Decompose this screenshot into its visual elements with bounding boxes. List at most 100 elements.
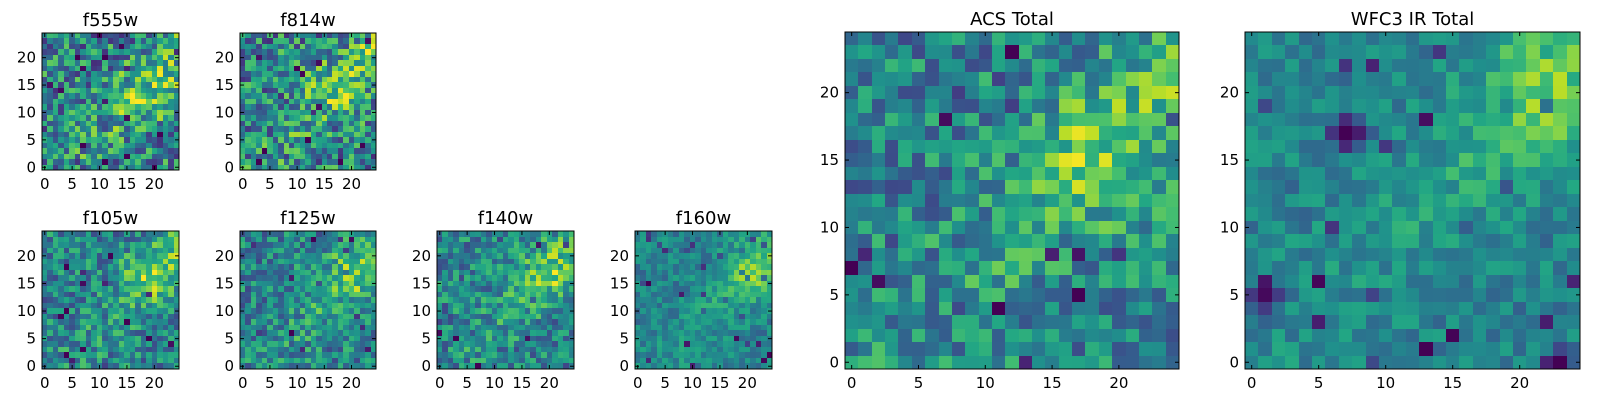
heatmap-cell [1473, 234, 1486, 248]
heatmap-cell [646, 358, 651, 363]
heatmap-cell [1486, 302, 1500, 315]
heatmap-cell [113, 275, 119, 281]
heatmap-cell [316, 132, 322, 137]
heatmap-cell [1285, 315, 1299, 329]
heatmap-cell [174, 115, 179, 121]
heatmap-cell [141, 82, 146, 88]
heatmap-cell [322, 248, 327, 253]
heatmap-cell [289, 231, 294, 237]
heatmap-cell [845, 288, 858, 302]
heatmap-cell [119, 165, 124, 170]
heatmap-cell [1085, 315, 1099, 329]
heatmap-cell [69, 93, 75, 99]
heatmap-cell [1325, 315, 1339, 329]
heatmap-cell [146, 88, 152, 93]
heatmap-cell [1099, 356, 1112, 369]
heatmap-cell [1312, 329, 1325, 342]
heatmap-cell [311, 336, 316, 341]
heatmap-cell [256, 93, 262, 99]
heatmap-cell [240, 319, 245, 325]
heatmap-cell [470, 314, 475, 319]
heatmap-cell [256, 270, 262, 275]
heatmap-cell [102, 237, 108, 242]
heatmap-cell [684, 286, 690, 292]
heatmap-cell [360, 143, 365, 148]
heatmap-cell [316, 66, 322, 71]
heatmap-cell [1019, 315, 1032, 329]
heatmap-cell [651, 281, 657, 286]
heatmap-cell [1312, 302, 1325, 315]
heatmap-cell [717, 336, 723, 341]
heatmap-cell [858, 99, 872, 113]
heatmap-cell [514, 336, 519, 341]
heatmap-cell [135, 248, 141, 253]
heatmap-cell [58, 303, 64, 308]
heatmap-cell [278, 286, 284, 292]
heatmap-cell [294, 319, 300, 325]
heatmap-cell [108, 143, 113, 148]
heatmap-cell [262, 66, 267, 71]
heatmap-cell [646, 281, 651, 286]
heatmap-cell [1032, 59, 1045, 72]
heatmap-cell [91, 347, 97, 352]
heatmap-cell [912, 275, 925, 288]
heatmap-cell [124, 330, 130, 336]
heatmap-cell [163, 55, 168, 60]
heatmap-cell [97, 248, 102, 253]
heatmap-cell [278, 110, 284, 115]
heatmap-cell [563, 314, 569, 319]
heatmap-cell [284, 275, 289, 281]
heatmap-cell [102, 77, 108, 82]
heatmap-cell [475, 330, 481, 336]
heatmap-cell [278, 363, 284, 369]
heatmap-cell [992, 288, 1005, 302]
heatmap-cell [80, 286, 86, 292]
heatmap-cell [360, 126, 365, 132]
heatmap-cell [1072, 329, 1085, 342]
heatmap-cell [273, 303, 278, 308]
heatmap-cell [657, 242, 662, 248]
heatmap-cell [245, 104, 251, 110]
heatmap-cell [278, 55, 284, 60]
heatmap-cell [690, 253, 695, 259]
heatmap-cell [492, 275, 497, 281]
heatmap-cell [464, 297, 470, 303]
heatmap-cell [69, 292, 75, 297]
heatmap-cell [712, 319, 717, 325]
heatmap-cell [305, 275, 311, 281]
heatmap-cell [322, 336, 327, 341]
heatmap-cell [300, 242, 305, 248]
heatmap-cell [262, 165, 267, 170]
heatmap-cell [360, 292, 365, 297]
heatmap-cell [240, 242, 245, 248]
heatmap-cell [152, 237, 157, 242]
heatmap-cell [251, 137, 256, 143]
heatmap-cell [1059, 288, 1072, 302]
heatmap-cell [168, 71, 174, 77]
heatmap-cell [1126, 194, 1139, 207]
heatmap-cell [673, 352, 679, 358]
heatmap-cell [464, 308, 470, 314]
heatmap-cell [508, 270, 514, 275]
heatmap-cell [327, 137, 332, 143]
heatmap-cell [135, 308, 141, 314]
heatmap-cell [492, 286, 497, 292]
heatmap-cell [327, 275, 332, 281]
heatmap-cell [1285, 167, 1299, 180]
heatmap-cell [371, 33, 376, 38]
heatmap-cell [354, 132, 360, 137]
heatmap-cell [1019, 180, 1032, 194]
heatmap-cell [64, 264, 69, 270]
heatmap-cell [343, 242, 349, 248]
heatmap-cell [1152, 288, 1166, 302]
heatmap-cell [662, 341, 668, 347]
heatmap-cell [1312, 234, 1325, 248]
heatmap-cell [113, 60, 119, 66]
heatmap-cell [1139, 140, 1152, 153]
heatmap-cell [668, 347, 673, 352]
heatmap-cell [1245, 194, 1258, 207]
heatmap-cell [547, 325, 552, 330]
heatmap-cell [1272, 221, 1285, 234]
heatmap-cell [300, 341, 305, 347]
heatmap-cell [1272, 261, 1285, 275]
